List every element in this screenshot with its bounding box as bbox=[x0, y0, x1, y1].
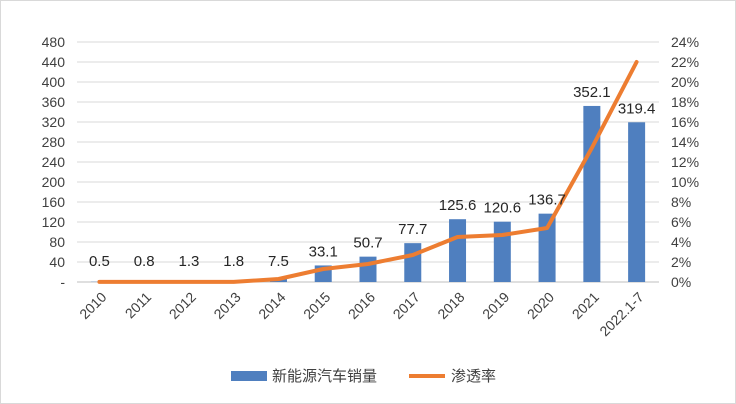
x-axis-tick-label: 2010 bbox=[76, 289, 109, 322]
right-axis-tick-label: 8% bbox=[671, 194, 691, 210]
left-axis-tick-label: 400 bbox=[42, 74, 66, 90]
x-axis-ticks: 2010 2011 2012 2013 2014 2015 2016 2017 2018 2019… bbox=[76, 289, 647, 340]
data-label: 136.7 bbox=[528, 192, 566, 209]
right-axis-tick-label: 4% bbox=[671, 234, 691, 250]
x-axis-tick-label: 2020 bbox=[524, 289, 557, 322]
data-label: 125.6 bbox=[439, 197, 477, 214]
bar bbox=[449, 219, 467, 282]
x-axis-tick-label: 2013 bbox=[210, 289, 243, 322]
penetration-rate-line bbox=[97, 60, 639, 284]
x-axis-tick-label: 2012 bbox=[166, 289, 199, 322]
left-axis-tick-label: 200 bbox=[42, 174, 66, 190]
x-axis-tick-label: 2011 bbox=[122, 289, 155, 322]
left-axis-tick-label: 160 bbox=[42, 194, 66, 210]
x-axis-tick-label: 2014 bbox=[255, 289, 288, 322]
left-axis-tick-label: 440 bbox=[42, 54, 66, 70]
bar bbox=[628, 122, 646, 282]
right-axis-tick-label: 18% bbox=[671, 94, 699, 110]
data-label: 352.1 bbox=[573, 84, 611, 101]
bar bbox=[583, 105, 601, 282]
legend-bar-swatch bbox=[231, 371, 267, 381]
data-label: 1.8 bbox=[223, 253, 244, 270]
bar bbox=[404, 243, 422, 282]
data-label: 33.1 bbox=[309, 243, 338, 260]
x-axis-tick-label: 2022.1-7 bbox=[596, 289, 647, 340]
right-axis-tick-label: 24% bbox=[671, 34, 699, 50]
right-axis-tick-label: 6% bbox=[671, 214, 691, 230]
data-label: 319.4 bbox=[618, 100, 656, 117]
right-axis-tick-label: 12% bbox=[671, 154, 699, 170]
right-axis-tick-label: 20% bbox=[671, 74, 699, 90]
data-label: 7.5 bbox=[268, 253, 289, 270]
x-axis-tick-label: 2019 bbox=[479, 289, 512, 322]
data-label: 120.6 bbox=[484, 200, 522, 217]
bar bbox=[493, 221, 511, 282]
x-axis-tick-label: 2016 bbox=[345, 289, 378, 322]
right-axis-tick-label: 10% bbox=[671, 174, 699, 190]
left-axis-tick-label: 280 bbox=[42, 134, 66, 150]
left-axis-tick-label: 320 bbox=[42, 114, 66, 130]
x-axis-tick-label: 2021 bbox=[569, 289, 602, 322]
gridlines bbox=[77, 41, 659, 283]
right-axis-tick-label: 2% bbox=[671, 254, 691, 270]
right-axis-tick-label: 16% bbox=[671, 114, 699, 130]
line-series bbox=[97, 60, 639, 284]
data-label: 77.7 bbox=[398, 221, 427, 238]
left-axis-tick-label: 120 bbox=[42, 214, 66, 230]
left-axis-tick-label: 360 bbox=[42, 94, 66, 110]
data-label: 0.5 bbox=[89, 253, 110, 270]
right-axis-ticks: 0% 2% 4% 6% 8% 10% 12% 14% 16% 18% 20% 22% 24% bbox=[671, 34, 699, 290]
x-axis-tick-label: 2017 bbox=[390, 289, 423, 322]
data-label: 50.7 bbox=[353, 235, 382, 252]
right-axis-tick-label: 22% bbox=[671, 54, 699, 70]
data-label: 0.8 bbox=[134, 253, 155, 270]
x-axis-tick-label: 2018 bbox=[434, 289, 467, 322]
left-axis-ticks: - 40 80 120 160 200 240 280 320 360 400 440 480 bbox=[42, 34, 66, 290]
legend: 新能源汽车销量 渗透率 bbox=[231, 368, 496, 385]
left-axis-tick-label: 80 bbox=[49, 234, 65, 250]
bar bbox=[538, 213, 556, 282]
left-axis-tick-label: 480 bbox=[42, 34, 66, 50]
left-axis-tick-label: - bbox=[60, 274, 65, 290]
right-axis-tick-label: 0% bbox=[671, 274, 691, 290]
x-axis-tick-label: 2015 bbox=[300, 289, 333, 322]
bar bbox=[359, 256, 377, 282]
data-label: 1.3 bbox=[178, 253, 199, 270]
right-axis-tick-label: 14% bbox=[671, 134, 699, 150]
legend-line-label: 渗透率 bbox=[451, 368, 496, 385]
left-axis-tick-label: 240 bbox=[42, 154, 66, 170]
legend-bar-label: 新能源汽车销量 bbox=[272, 368, 377, 385]
bar-data-labels: 0.5 0.8 1.3 1.8 7.5 33.1 50.7 77.7 125.6 120.6 136… bbox=[89, 84, 655, 270]
left-axis-tick-label: 40 bbox=[49, 254, 65, 270]
